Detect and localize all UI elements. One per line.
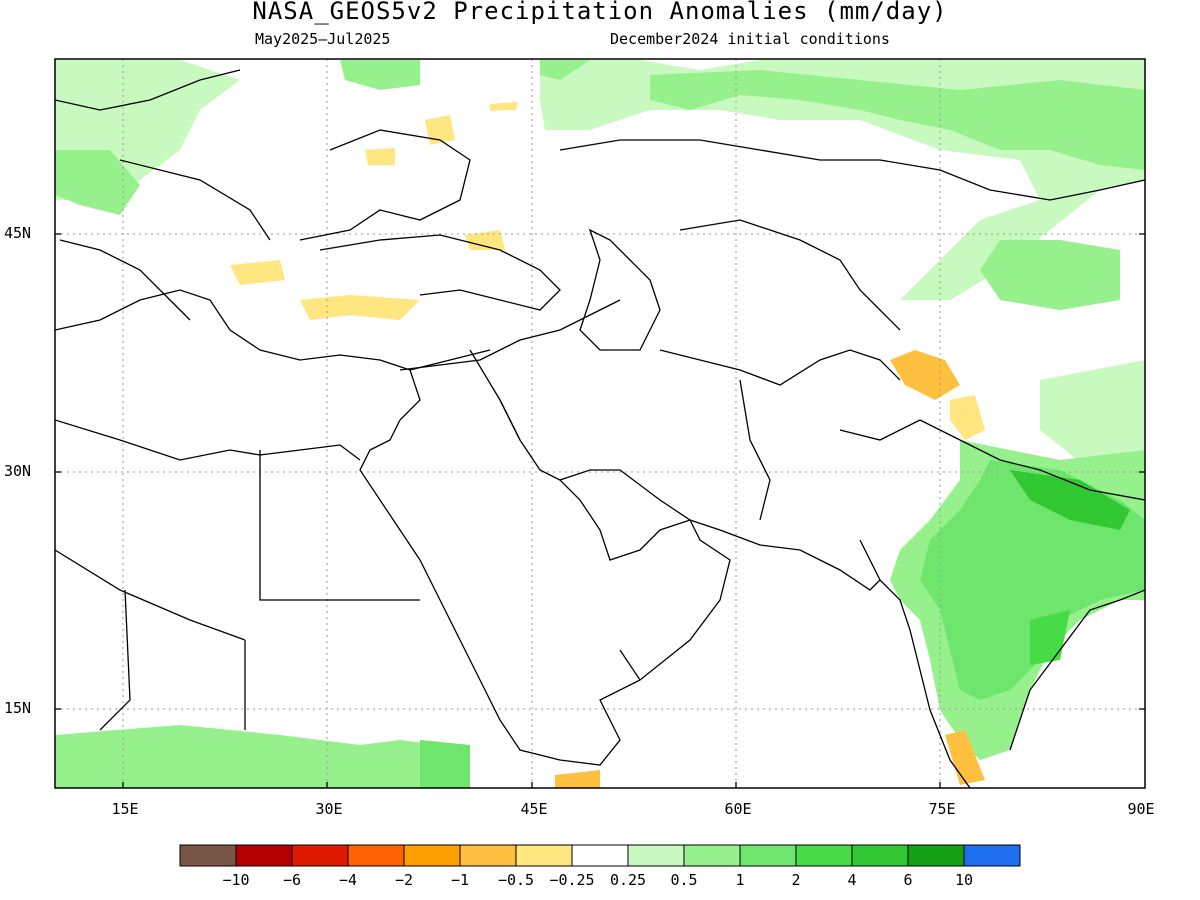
colorbar-label: 4 <box>847 871 857 889</box>
colorbar-label: −6 <box>282 871 302 889</box>
colorbar-label: 6 <box>903 871 913 889</box>
colorbar-label: −0.25 <box>549 871 595 889</box>
colorbar-swatch <box>179 844 237 867</box>
lat-label-15n: 15N <box>4 699 32 717</box>
colorbar-swatch <box>627 844 685 867</box>
colorbar-label: 2 <box>791 871 801 889</box>
coastlines-borders <box>55 69 1145 788</box>
lon-label-30e: 30E <box>315 800 343 818</box>
lat-label-30n: 30N <box>4 462 32 480</box>
lon-label-60e: 60E <box>724 800 752 818</box>
forecast-period: May2025–Jul2025 <box>255 30 391 48</box>
lat-label-45n: 45N <box>4 224 32 242</box>
colorbar-label: 0.5 <box>670 871 698 889</box>
colorbar-label: −1 <box>450 871 470 889</box>
colorbar-label: −0.5 <box>497 871 535 889</box>
colorbar-swatch <box>515 844 573 867</box>
colorbar-label: 0.25 <box>609 871 647 889</box>
colorbar-swatch <box>459 844 517 867</box>
colorbar-label: −10 <box>222 871 250 889</box>
colorbar-swatch <box>235 844 293 867</box>
initial-conditions: December2024 initial conditions <box>610 30 890 48</box>
colorbar-swatch <box>739 844 797 867</box>
colorbar-swatch <box>963 844 1021 867</box>
colorbar-label: 10 <box>954 871 974 889</box>
plot-frame <box>54 58 1146 789</box>
colorbar-swatch <box>571 844 629 867</box>
colorbar-swatch <box>683 844 741 867</box>
map-title: NASA_GEOS5v2 Precipitation Anomalies (mm… <box>252 0 948 25</box>
lon-label-15e: 15E <box>111 800 139 818</box>
lon-label-90e: 90E <box>1127 800 1155 818</box>
colorbar-swatch <box>291 844 349 867</box>
anomaly-shading <box>55 60 1145 788</box>
colorbar-label: 1 <box>735 871 745 889</box>
colorbar-label: −2 <box>394 871 414 889</box>
colorbar-label: −4 <box>338 871 358 889</box>
colorbar-swatch <box>347 844 405 867</box>
lon-label-75e: 75E <box>928 800 956 818</box>
colorbar-swatch <box>795 844 853 867</box>
colorbar-swatch <box>403 844 461 867</box>
colorbar-swatch <box>907 844 965 867</box>
lon-label-45e: 45E <box>520 800 548 818</box>
colorbar-swatch <box>851 844 909 867</box>
tick-marks <box>55 233 1145 788</box>
graticule <box>55 59 1145 788</box>
